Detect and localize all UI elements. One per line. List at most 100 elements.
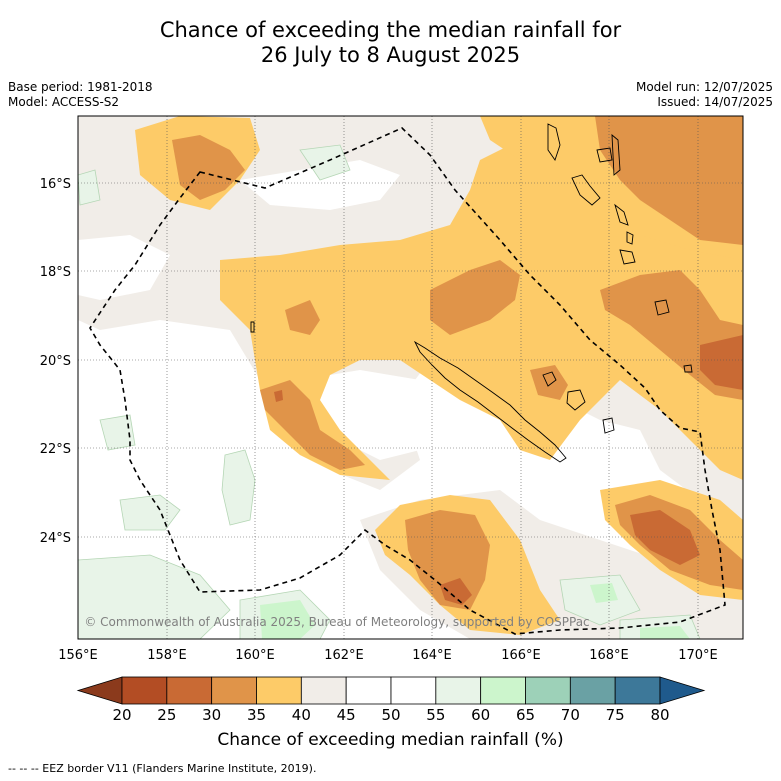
lat-label-20s: 20°S <box>40 354 71 369</box>
colorbar-tick-25: 25 <box>157 706 176 724</box>
loyalty-island-2 <box>566 389 586 411</box>
graticule <box>78 116 743 639</box>
shade-darkorange-south <box>440 578 472 605</box>
lat-labels: 16°S 18°S 20°S 22°S 24°S <box>40 177 71 546</box>
colorbar-cell-35-40 <box>256 676 302 705</box>
lon-label-160e: 160°E <box>235 648 275 663</box>
shade-orange-central <box>430 260 520 335</box>
colorbar-cell-70-75 <box>569 676 616 705</box>
shade-darkorange-tiny <box>640 513 650 527</box>
colorbar-cell-40-45 <box>300 676 347 705</box>
shade-darkorange-west <box>274 390 283 402</box>
colorbar-cell-55-60 <box>435 676 482 705</box>
coastlines <box>250 123 693 463</box>
loyalty-island-3 <box>602 417 615 434</box>
model-name: Model: ACCESS-S2 <box>8 95 120 109</box>
colorbar-ticks: 20 25 30 35 40 45 50 55 60 65 70 75 80 <box>112 706 669 724</box>
colorbar-cell-20-25 <box>121 676 168 705</box>
colorbar-arrow-low <box>76 676 123 705</box>
colorbar-tick-55: 55 <box>426 706 445 724</box>
shade-orange-south <box>405 510 490 610</box>
title-line-1: Chance of exceeding the median rainfall … <box>159 18 622 42</box>
vanuatu-island-7 <box>626 231 634 245</box>
lon-label-168e: 168°E <box>589 648 629 663</box>
copyright-text: © Commonwealth of Australia 2025, Bureau… <box>84 615 589 629</box>
lat-label-22s: 22°S <box>40 442 71 457</box>
shade-orange-mid <box>285 300 320 335</box>
colorbar-tick-30: 30 <box>202 706 221 724</box>
lon-label-158e: 158°E <box>147 648 187 663</box>
colorbar-tick-70: 70 <box>561 706 580 724</box>
meta-right: Model run: 12/07/2025 Issued: 14/07/2025 <box>636 80 773 110</box>
vanuatu-island-1 <box>547 123 561 161</box>
colorbar-cell-75-80 <box>614 676 661 705</box>
colorbar-cell-45-50 <box>345 676 392 705</box>
vanuatu-island-6 <box>619 249 636 265</box>
shade-green-6 <box>99 414 136 451</box>
map-panel: © Commonwealth of Australia 2025, Bureau… <box>77 115 744 640</box>
colorbar-tick-65: 65 <box>516 706 535 724</box>
eez-border <box>89 127 726 635</box>
vanuatu-island-3 <box>596 147 613 163</box>
colorbar-arrow-high <box>659 676 706 705</box>
lat-label-16s: 16°S <box>40 177 71 192</box>
rainfall-shading <box>78 116 743 639</box>
eez-legend-note: -- -- -- EEZ border V11 (Flanders Marine… <box>8 762 317 775</box>
base-period: Base period: 1981-2018 <box>8 80 153 94</box>
colorbar-tick-50: 50 <box>381 706 400 724</box>
shade-orange-west <box>260 380 365 470</box>
issued-date: Issued: 14/07/2025 <box>657 95 773 109</box>
lon-label-164e: 164°E <box>412 648 452 663</box>
colorbar-tick-20: 20 <box>112 706 131 724</box>
colorbar-tick-45: 45 <box>337 706 356 724</box>
colorbar: 20 25 30 35 40 45 50 55 60 65 70 75 80 <box>76 676 706 724</box>
lon-label-166e: 166°E <box>501 648 541 663</box>
shade-white-west <box>78 335 250 600</box>
map-frame <box>77 115 744 640</box>
shade-white-nw <box>78 235 170 300</box>
vanuatu-island-2 <box>571 174 601 206</box>
shade-white-north <box>240 160 400 210</box>
colorbar-cell-25-30 <box>166 676 213 705</box>
meta-left: Base period: 1981-2018 Model: ACCESS-S2 <box>8 80 153 110</box>
matthew-hunter-1 <box>654 299 670 316</box>
title-line-2: 26 July to 8 August 2025 <box>260 43 521 67</box>
colorbar-tick-35: 35 <box>247 706 266 724</box>
shade-green-7 <box>78 169 101 206</box>
colorbar-cell-60-65 <box>480 676 526 705</box>
vanuatu-island-5 <box>614 203 629 226</box>
colorbar-cells <box>76 676 706 705</box>
shade-mint-1 <box>260 600 315 639</box>
lon-label-162e: 162°E <box>324 648 364 663</box>
shade-mint-2 <box>590 583 618 603</box>
shade-white-central <box>300 370 440 460</box>
colorbar-tick-60: 60 <box>471 706 490 724</box>
loyalty-island-1 <box>542 371 557 387</box>
lat-label-24s: 24°S <box>40 531 71 546</box>
colorbar-tick-75: 75 <box>606 706 625 724</box>
lon-label-170e: 170°E <box>678 648 718 663</box>
vanuatu-island-4 <box>611 133 621 176</box>
shade-green-5 <box>299 144 351 181</box>
shade-orange-nw <box>172 135 245 200</box>
shade-green-2 <box>119 494 181 531</box>
model-run: Model run: 12/07/2025 <box>635 80 773 94</box>
colorbar-label: Chance of exceeding median rainfall (%) <box>217 730 564 750</box>
shade-orange-small <box>530 365 568 400</box>
lat-label-18s: 18°S <box>40 265 71 280</box>
colorbar-cell-50-55 <box>390 676 437 705</box>
colorbar-cell-65-70 <box>525 676 571 705</box>
matthew-hunter-2 <box>683 364 693 373</box>
shade-green-3 <box>78 554 231 639</box>
shade-orange-east <box>595 116 743 245</box>
lon-label-156e: 156°E <box>58 648 98 663</box>
new-caledonia-coast <box>413 340 567 463</box>
shade-darkorange-east <box>700 335 743 390</box>
colorbar-cell-30-35 <box>211 676 257 705</box>
shade-mint-3 <box>640 626 690 639</box>
shade-green-1 <box>221 449 256 526</box>
lon-labels: 156°E 158°E 160°E 162°E 164°E 166°E 168°… <box>58 648 718 663</box>
map-title: Chance of exceeding the median rainfall … <box>0 18 781 68</box>
islet-west-1 <box>250 321 255 333</box>
